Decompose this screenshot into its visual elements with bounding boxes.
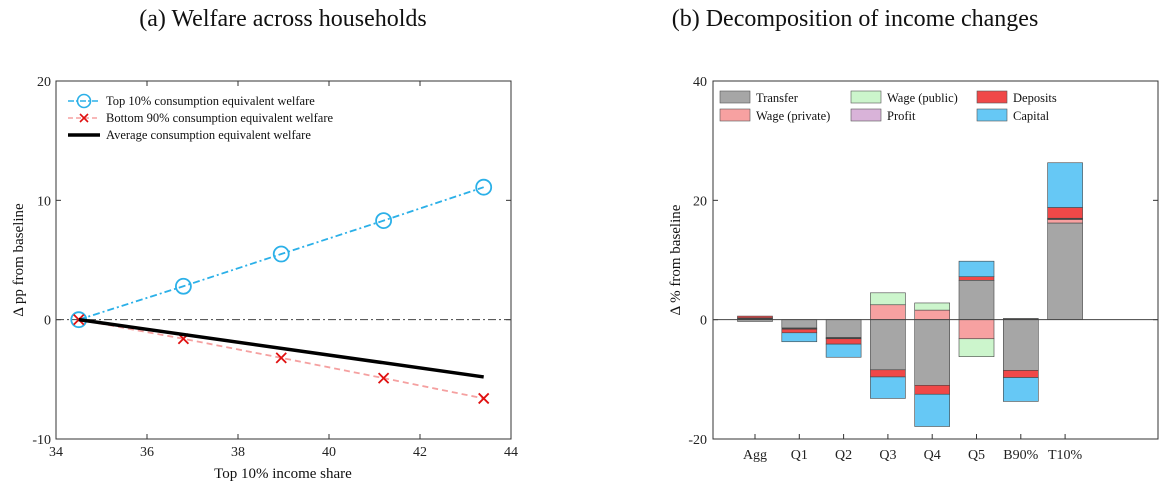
income-legend-label: Wage (private): [756, 109, 830, 123]
bar-segment-deposits-q2: [825, 338, 862, 345]
income-y-tick-label: 20: [693, 194, 707, 209]
income-y-tick-label: 40: [693, 75, 707, 90]
income-category-label: Q4: [924, 448, 941, 463]
welfare-y-tick-label: 20: [37, 75, 51, 90]
legend-swatch: [719, 90, 751, 104]
top10-welfare-line: [78, 186, 484, 321]
bar-segment-transfer-q4: [914, 319, 951, 386]
income-ticks: -20 0 20 40 Agg Q1 Q2 Q3 Q4 Q5 B90% T10%: [688, 75, 1158, 463]
income-y-tick-label: 0: [700, 314, 707, 329]
legend-bottom90-marker: [79, 113, 89, 123]
bar-segment-wage-private-q5: [958, 319, 995, 340]
welfare-y-tick-label: 10: [37, 194, 51, 209]
income-legend: Transfer Wage (private) Wage (public) Profi…: [719, 90, 1057, 123]
bar-segment-capital-q5: [958, 260, 995, 278]
income-category-label: Agg: [743, 448, 767, 463]
bar-segment-wage-private-q3: [870, 304, 906, 320]
legend-swatch: [850, 90, 882, 104]
legend-swatch: [976, 108, 1008, 122]
bar-segment-deposits-q4: [914, 384, 951, 395]
income-axes-box: [712, 80, 1159, 440]
welfare-plot-area: [55, 80, 512, 440]
bar-segment-capital-b90pct: [1002, 377, 1039, 402]
bottom90-cross-stroke: [478, 392, 490, 405]
income-category-label: Q5: [968, 448, 985, 463]
bottom90-cross-stroke: [275, 352, 287, 364]
legend-swatch: [719, 108, 751, 122]
income-legend-label: Capital: [1013, 109, 1050, 123]
bar-segment-deposits-q5: [958, 276, 995, 281]
welfare-x-tick-label: 44: [504, 445, 518, 460]
welfare-x-tick-label: 36: [140, 445, 154, 460]
bar-segment-deposits-q3: [870, 369, 906, 378]
welfare-legend-label: Bottom 90% consumption equivalent welfar…: [106, 111, 333, 125]
top10-welfare-point: [475, 178, 493, 196]
welfare-x-axis-label: Top 10% income share: [214, 466, 352, 482]
legend-swatch: [976, 90, 1008, 104]
average-welfare-line: [78, 317, 484, 379]
bar-segment-capital-q1: [781, 332, 818, 343]
bar-segment-wage-public-q5: [958, 338, 995, 357]
welfare-x-tick-label: 42: [413, 445, 427, 460]
welfare-legend-label: Average consumption equivalent welfare: [106, 128, 311, 142]
welfare-y-tick-label: 0: [44, 314, 51, 329]
bar-segment-deposits-q1: [781, 328, 818, 334]
income-legend-label: Profit: [887, 109, 916, 123]
bottom90-welfare-line: [78, 318, 484, 400]
bar-segment-wage-public-q3: [870, 292, 906, 306]
bar-segment-wage-public-q4: [914, 302, 951, 311]
top10-welfare-point: [174, 277, 192, 295]
welfare-legend: Top 10% consumption equivalent welfare Bo…: [68, 93, 333, 142]
bar-segment-deposits-agg: [737, 315, 773, 319]
bottom90-welfare-point: [275, 352, 287, 364]
bar-segment-deposits-b90pct: [1002, 370, 1039, 378]
legend-swatch: [850, 108, 882, 122]
bar-segment-wage-private-q4: [914, 309, 951, 320]
top10-welfare-point: [375, 212, 393, 230]
bar-segment-wage-public-b90pct: [1002, 318, 1039, 320]
income-decomposition-chart: (b) Decomposition of income changes Δ % …: [668, 6, 1159, 463]
top10-welfare-point: [272, 245, 290, 263]
bottom90-cross-stroke: [377, 372, 390, 384]
welfare-chart-title: (a) Welfare across households: [139, 6, 427, 32]
bar-segment-transfer-q1: [781, 319, 818, 329]
income-legend-label: Transfer: [756, 91, 799, 105]
bar-segment-capital-q4: [914, 393, 951, 427]
legend-top10-marker: [76, 93, 92, 109]
bar-segment-wage-private-t10pct: [1047, 219, 1083, 224]
bar-segment-transfer-t10pct: [1047, 222, 1083, 320]
welfare-x-tick-label: 40: [322, 445, 336, 460]
welfare-legend-label: Top 10% consumption equivalent welfare: [106, 94, 315, 108]
bottom90-welfare-point: [478, 392, 490, 405]
income-chart-title: (b) Decomposition of income changes: [672, 6, 1039, 32]
bottom90-welfare-point: [377, 372, 390, 384]
welfare-chart: (a) Welfare across households Top 10% in…: [11, 6, 518, 482]
welfare-y-axis-label: Δ pp from baseline: [11, 203, 27, 317]
bar-segment-transfer-q5: [958, 279, 995, 320]
bar-segment-capital-t10pct: [1047, 162, 1083, 208]
welfare-y-tick-label: -10: [32, 433, 51, 448]
income-y-tick-label: -20: [688, 433, 707, 448]
welfare-x-tick-label: 34: [49, 445, 63, 460]
bar-segment-transfer-q2: [825, 319, 862, 338]
bar-segment-transfer-b90pct: [1002, 319, 1039, 371]
income-legend-label: Deposits: [1013, 91, 1057, 105]
income-category-label: T10%: [1048, 448, 1083, 463]
bar-segment-deposits-t10pct: [1047, 207, 1083, 219]
income-category-label: B90%: [1003, 448, 1038, 463]
income-plot-area: [712, 80, 1159, 440]
income-category-label: Q1: [791, 448, 808, 463]
income-legend-label: Wage (public): [887, 91, 958, 105]
income-category-label: Q2: [835, 448, 852, 463]
income-y-axis-label: Δ % from baseline: [668, 204, 684, 315]
welfare-x-tick-label: 38: [231, 445, 245, 460]
bar-segment-capital-q2: [825, 343, 862, 358]
income-category-label: Q3: [879, 448, 896, 463]
bar-segment-transfer-q3: [870, 319, 906, 371]
welfare-axes-box: [55, 80, 512, 440]
bar-segment-capital-q3: [870, 376, 906, 399]
